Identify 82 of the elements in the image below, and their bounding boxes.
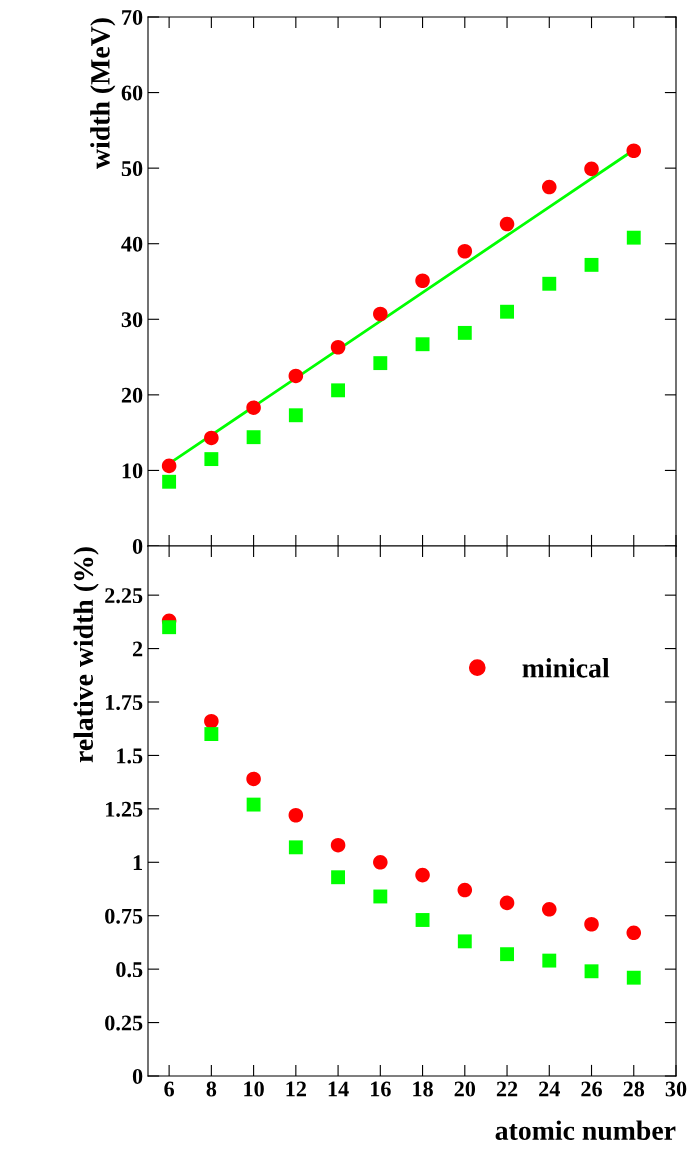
point xyxy=(246,400,261,415)
y-axis-title: relative width (%) xyxy=(73,547,99,763)
point xyxy=(499,216,515,232)
point xyxy=(288,840,303,855)
y-tick-label: 0 xyxy=(132,1068,143,1084)
point xyxy=(626,143,642,159)
y-tick-label: 50 xyxy=(121,161,143,177)
legend-label: minical xyxy=(522,658,610,678)
x-tick-label: 14 xyxy=(328,1081,349,1097)
point xyxy=(626,925,642,941)
point xyxy=(204,452,219,467)
y-tick-label: 10 xyxy=(122,463,143,479)
x-tick-label: 26 xyxy=(581,1081,602,1097)
y-tick-label: 30 xyxy=(121,312,143,328)
point xyxy=(288,807,304,823)
point xyxy=(584,161,599,177)
point xyxy=(457,882,473,898)
point xyxy=(457,243,473,259)
point xyxy=(500,304,514,319)
point xyxy=(542,179,557,195)
point xyxy=(415,913,430,927)
point xyxy=(584,964,599,979)
x-tick-label: 28 xyxy=(623,1081,645,1097)
point xyxy=(246,797,261,812)
point xyxy=(373,889,388,904)
x-tick-label: 30 xyxy=(665,1081,687,1097)
point xyxy=(288,408,303,423)
point xyxy=(331,870,346,885)
point xyxy=(162,474,177,489)
point xyxy=(584,916,599,932)
y-tick-label: 40 xyxy=(121,236,143,252)
point xyxy=(457,934,472,949)
y-axis-title: width (MeV) xyxy=(90,18,116,169)
y-tick-label: 1.25 xyxy=(106,801,143,817)
point xyxy=(288,368,304,384)
point xyxy=(415,337,430,352)
point xyxy=(415,273,430,289)
point xyxy=(373,356,388,371)
x-tick-label: 20 xyxy=(454,1081,476,1097)
point xyxy=(246,771,261,787)
point xyxy=(204,713,219,729)
point xyxy=(542,902,557,917)
point xyxy=(415,867,430,883)
point xyxy=(499,895,515,911)
point xyxy=(500,947,514,962)
point xyxy=(626,970,641,985)
point xyxy=(330,339,346,355)
point xyxy=(626,230,641,245)
point xyxy=(373,855,388,870)
point xyxy=(204,727,219,742)
point xyxy=(246,430,261,445)
point xyxy=(331,383,346,398)
x-tick-label: 8 xyxy=(206,1081,217,1097)
y-tick-label: 0.75 xyxy=(105,908,143,924)
x-tick-label: 12 xyxy=(286,1081,306,1097)
x-tick-label: 16 xyxy=(370,1081,391,1097)
y-tick-label: 0 xyxy=(132,538,143,554)
point xyxy=(584,257,599,272)
point xyxy=(373,306,388,322)
y-tick-label: 60 xyxy=(121,85,143,101)
y-tick-label: 1.75 xyxy=(106,695,143,711)
y-tick-label: 20 xyxy=(121,387,143,403)
x-tick-label: 6 xyxy=(164,1081,175,1097)
point xyxy=(542,276,557,291)
y-tick-label: 0.5 xyxy=(116,962,143,978)
x-tick-label: 18 xyxy=(413,1081,433,1097)
x-axis-title: atomic number xyxy=(495,1120,676,1141)
x-tick-label: 22 xyxy=(496,1081,518,1097)
y-tick-label: 1.5 xyxy=(117,748,143,764)
y-tick-label: 1 xyxy=(133,855,142,870)
y-tick-label: 2 xyxy=(132,641,143,657)
point xyxy=(204,430,219,446)
point xyxy=(161,458,177,474)
y-tick-label: 2.25 xyxy=(105,588,143,604)
x-tick-label: 24 xyxy=(539,1081,560,1097)
y-tick-label: 0.25 xyxy=(105,1015,143,1031)
point xyxy=(542,953,557,968)
x-tick-label: 10 xyxy=(244,1081,264,1097)
point xyxy=(457,325,472,340)
point xyxy=(162,620,177,635)
point xyxy=(330,837,346,853)
y-tick-label: 70 xyxy=(122,9,143,25)
